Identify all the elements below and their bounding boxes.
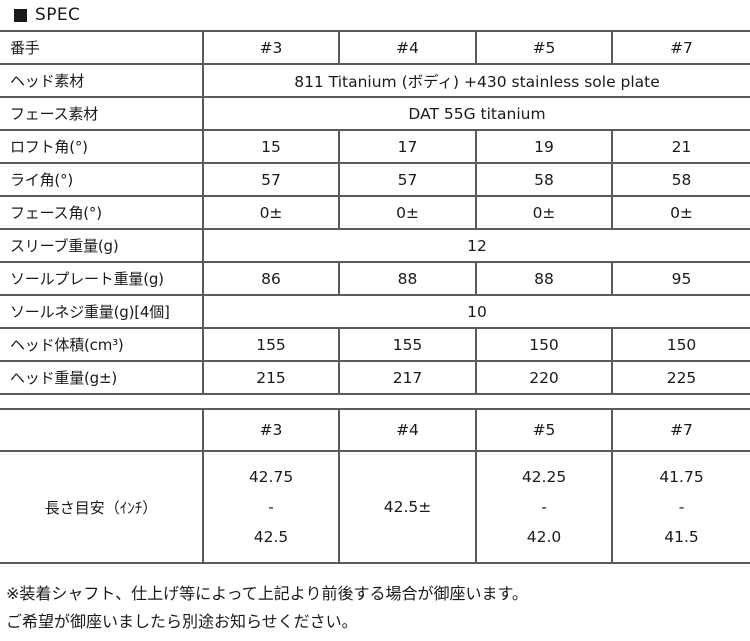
cell-loft-3: 15: [202, 129, 340, 164]
cell-length-3: 42.75 - 42.5: [202, 450, 340, 564]
footnotes: ※装着シャフト、仕上げ等によって上記より前後する場合が御座います。 ご希望が御座…: [0, 564, 750, 636]
row-label-loft-angle: ロフト角(°): [0, 129, 204, 164]
cell-club-3: #3: [202, 30, 340, 65]
cell-club-7: #7: [611, 30, 750, 65]
length-5-line-3: 42.0: [526, 528, 562, 547]
cell-head-volume-4: 155: [338, 327, 477, 362]
table-row-loft-angle: ロフト角(°) 15 17 19 21: [0, 129, 750, 164]
length-7-line-1: 41.75: [659, 467, 704, 486]
cell-length-4: 42.5±: [338, 450, 477, 564]
cell-head-weight-3: 215: [202, 360, 340, 395]
length-5-line-2: -: [541, 497, 547, 516]
row-label-sole-plate-weight: ソールプレート重量(g): [0, 261, 204, 296]
row-label-sole-screw-weight: ソールネジ重量(g)[4個]: [0, 294, 204, 329]
length-7-line-3: 41.5: [664, 528, 699, 547]
length-7-line-2: -: [678, 497, 685, 516]
row-label-face-angle: フェース角(°): [0, 195, 204, 230]
cell-head-weight-4: 217: [338, 360, 477, 395]
cell-face-angle-5: 0±: [475, 195, 613, 230]
cell-head-weight-7: 225: [611, 360, 750, 395]
cell-lie-4: 57: [338, 162, 477, 197]
length-table-body-row: 長さ目安（ｲﾝﾁ） 42.75 - 42.5 42.5± 42.25: [0, 450, 750, 564]
row-label-head-material: ヘッド素材: [0, 63, 204, 98]
cell-length-5: 42.25 - 42.0: [475, 450, 613, 564]
cell-lie-5: 58: [475, 162, 613, 197]
length-3-line-3: 42.5: [253, 528, 289, 547]
cell-sole-screw-weight-value: 10: [202, 294, 750, 329]
length-header-club-7: #7: [611, 408, 750, 452]
table-row-club-number: 番手 #3 #4 #5 #7: [0, 30, 750, 65]
cell-loft-4: 17: [338, 129, 477, 164]
cell-club-4: #4: [338, 30, 477, 65]
table-row-sole-plate-weight: ソールプレート重量(g) 86 88 88 95: [0, 261, 750, 296]
table-row-face-angle: フェース角(°) 0± 0± 0± 0±: [0, 195, 750, 230]
table-row-head-weight: ヘッド重量(g±) 215 217 220 225: [0, 360, 750, 395]
cell-head-material-value: 811 Titanium (ボディ) +430 stainless sole p…: [202, 63, 750, 98]
cell-face-angle-4: 0±: [338, 195, 477, 230]
spec-table: 番手 #3 #4 #5 #7 ヘッド素材 811 Titanium (ボディ) …: [0, 30, 750, 395]
length-5-line-1: 42.25: [521, 467, 567, 486]
length-header-club-3: #3: [202, 408, 340, 452]
table-row-lie-angle: ライ角(°) 57 57 58 58: [0, 162, 750, 197]
table-row-sole-screw-weight: ソールネジ重量(g)[4個] 10: [0, 294, 750, 329]
spec-title: SPEC: [35, 5, 81, 25]
cell-face-material-value: DAT 55G titanium: [202, 96, 750, 131]
row-label-club-number: 番手: [0, 30, 204, 65]
table-row-head-volume: ヘッド体積(cm³) 155 155 150 150: [0, 327, 750, 362]
cell-sole-plate-7: 95: [611, 261, 750, 296]
cell-head-weight-5: 220: [475, 360, 613, 395]
row-label-length-guide: 長さ目安（ｲﾝﾁ）: [0, 450, 204, 564]
length-header-blank: [0, 408, 204, 452]
cell-sole-plate-4: 88: [338, 261, 477, 296]
cell-loft-5: 19: [475, 129, 613, 164]
cell-head-volume-5: 150: [475, 327, 613, 362]
length-header-club-5: #5: [475, 408, 613, 452]
row-label-lie-angle: ライ角(°): [0, 162, 204, 197]
cell-sole-plate-3: 86: [202, 261, 340, 296]
row-label-head-volume: ヘッド体積(cm³): [0, 327, 204, 362]
spec-heading: SPEC: [0, 0, 750, 30]
cell-club-5: #5: [475, 30, 613, 65]
row-label-head-weight: ヘッド重量(g±): [0, 360, 204, 395]
row-label-sleeve-weight: スリーブ重量(g): [0, 228, 204, 263]
cell-face-angle-3: 0±: [202, 195, 340, 230]
length-header-club-4: #4: [338, 408, 477, 452]
length-table-header-row: #3 #4 #5 #7: [0, 408, 750, 452]
table-row-face-material: フェース素材 DAT 55G titanium: [0, 96, 750, 131]
cell-sleeve-weight-value: 12: [202, 228, 750, 263]
length-table: #3 #4 #5 #7 長さ目安（ｲﾝﾁ） 42.75 - 42.5 42.5±: [0, 408, 750, 564]
cell-lie-7: 58: [611, 162, 750, 197]
cell-sole-plate-5: 88: [475, 261, 613, 296]
cell-loft-7: 21: [611, 129, 750, 164]
length-3-line-1: 42.75: [248, 467, 294, 486]
cell-lie-3: 57: [202, 162, 340, 197]
footnote-line-2: ご希望が御座いましたら別途お知らせください。: [6, 612, 358, 631]
length-3-line-2: -: [268, 497, 274, 516]
cell-face-angle-7: 0±: [611, 195, 750, 230]
table-separator: [0, 395, 750, 408]
row-label-face-material: フェース素材: [0, 96, 204, 131]
table-row-sleeve-weight: スリーブ重量(g) 12: [0, 228, 750, 263]
length-4-line-1: 42.5±: [383, 497, 432, 516]
table-row-head-material: ヘッド素材 811 Titanium (ボディ) +430 stainless …: [0, 63, 750, 98]
footnote-line-1: ※装着シャフト、仕上げ等によって上記より前後する場合が御座います。: [6, 584, 528, 603]
cell-length-7: 41.75 - 41.5: [611, 450, 750, 564]
cell-head-volume-3: 155: [202, 327, 340, 362]
black-square-icon: [14, 8, 27, 22]
cell-head-volume-7: 150: [611, 327, 750, 362]
